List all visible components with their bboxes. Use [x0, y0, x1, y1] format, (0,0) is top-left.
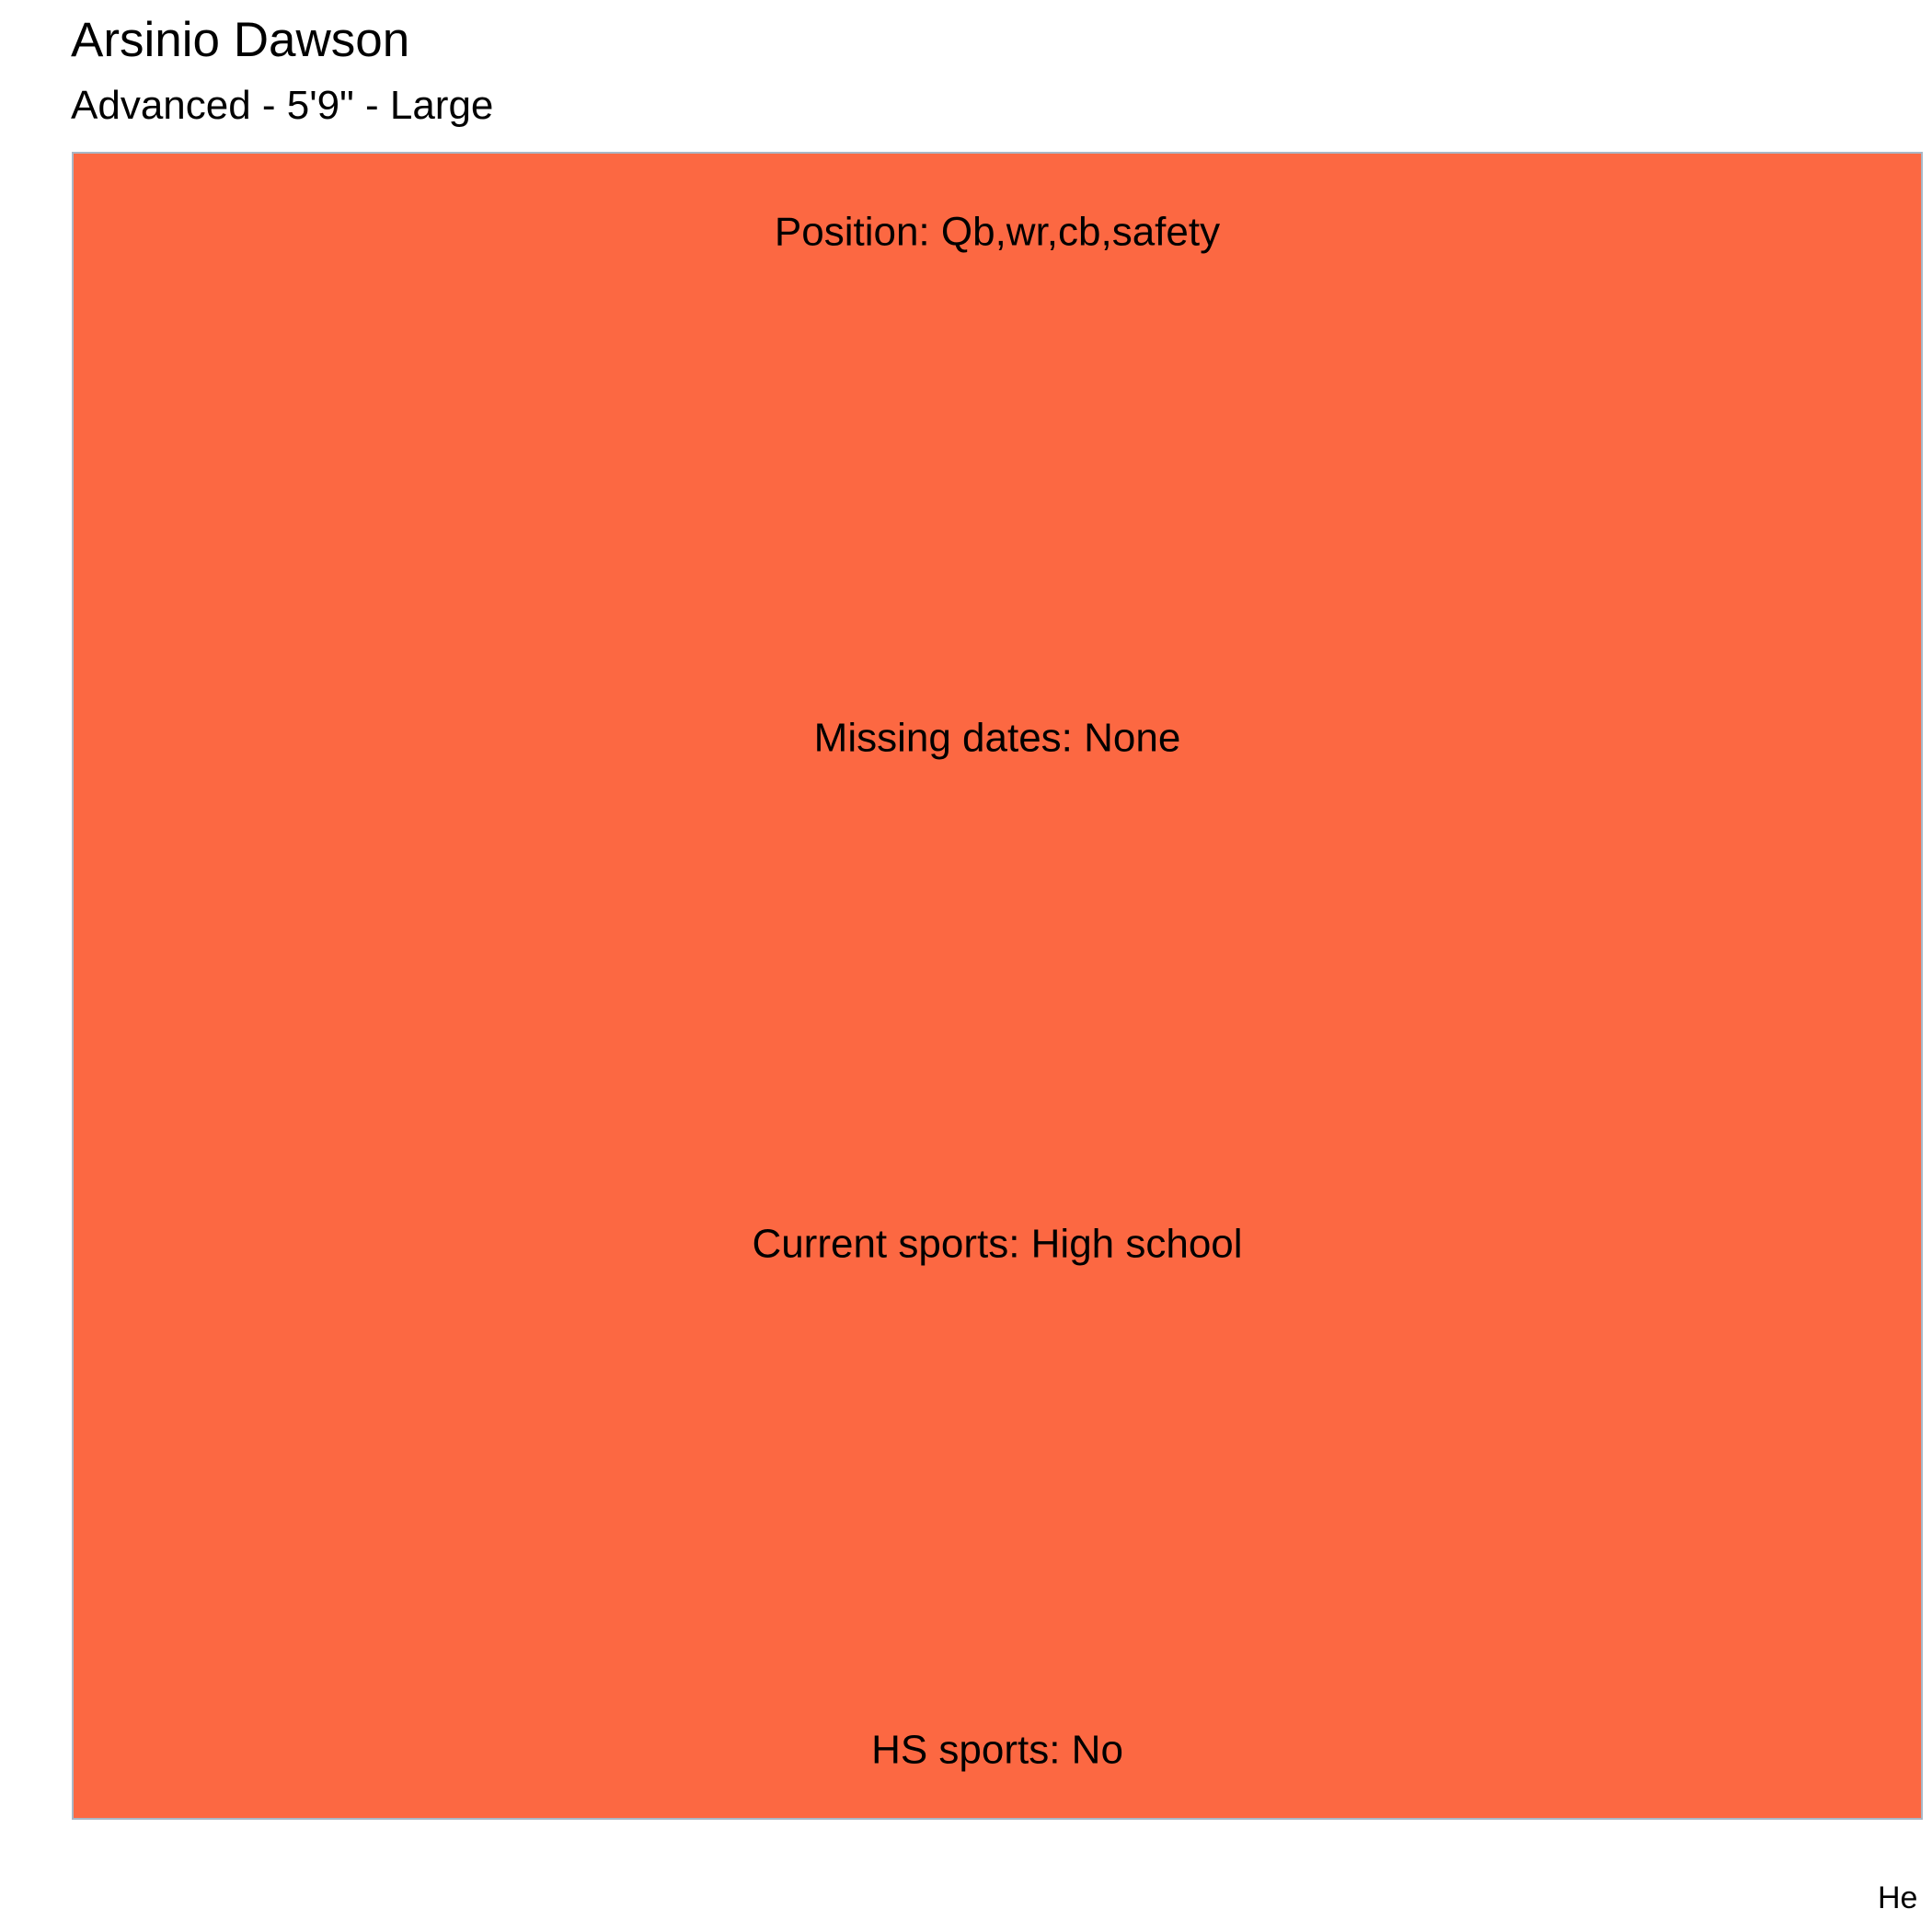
chart-panel: Position: Qb,wr,cb,safety Missing dates: …: [72, 152, 1923, 1820]
panel-labels: Position: Qb,wr,cb,safety Missing dates: …: [752, 210, 1242, 1773]
panel-label-1: Missing dates: None: [814, 716, 1181, 761]
panel-fill-tile: [74, 154, 1921, 1818]
chart-subtitle: Advanced - 5'9" - Large: [71, 83, 494, 128]
panel-svg: Position: Qb,wr,cb,safety Missing dates: …: [74, 154, 1921, 1818]
chart-caption: He: [1878, 1880, 1918, 1915]
panel-label-2: Current sports: High school: [752, 1222, 1242, 1267]
chart-title: Arsinio Dawson: [71, 13, 410, 67]
panel-label-0: Position: Qb,wr,cb,safety: [775, 210, 1220, 255]
panel-label-3: HS sports: No: [871, 1728, 1123, 1773]
